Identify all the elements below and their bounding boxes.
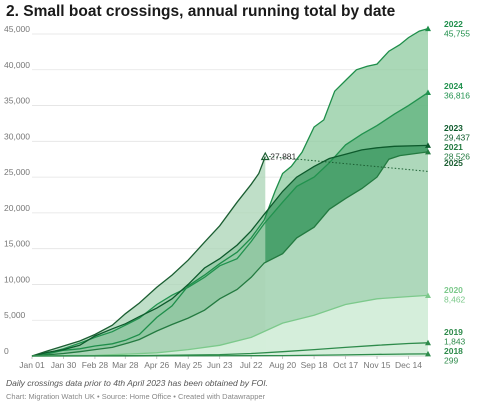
end-marker-2022	[425, 25, 431, 32]
x-tick-label: Aug 20	[269, 360, 296, 370]
y-tick-label: 45,000	[4, 24, 30, 34]
x-tick-label: Jan 30	[51, 360, 77, 370]
x-tick-label: Mar 28	[112, 360, 139, 370]
series-value-2022: 45,755	[444, 29, 470, 39]
y-tick-label: 25,000	[4, 167, 30, 177]
marker-2025	[260, 151, 270, 161]
series-lines	[31, 27, 429, 357]
y-tick-label: 10,000	[4, 274, 30, 284]
source-credit: Chart: Migration Watch UK • Source: Home…	[6, 392, 266, 401]
axis-labels: 0 5,000 10,000 15,000 20,000 25,000 30,000 35,0…	[4, 24, 422, 370]
line-2020	[31, 294, 429, 357]
series-name-2021: 2021	[444, 142, 463, 152]
line-2021	[31, 151, 429, 357]
y-tick-label: 20,000	[4, 203, 30, 213]
series-name-2022: 2022	[444, 19, 463, 29]
x-tick-label: Jul 22	[240, 360, 263, 370]
x-tick-label: Oct 17	[333, 360, 358, 370]
x-tick-label: Jun 23	[207, 360, 233, 370]
y-tick-label: 15,000	[4, 239, 30, 249]
y-tick-label: 5,000	[4, 310, 26, 320]
x-tick-label: Nov 15	[364, 360, 391, 370]
series-name-2019: 2019	[444, 327, 463, 337]
y-tick-label: 0	[4, 346, 9, 356]
series-areas	[32, 28, 428, 356]
x-tick-label: Feb 28	[82, 360, 109, 370]
series-name-2024: 2024	[444, 81, 463, 91]
series-name-2020: 2020	[444, 285, 463, 295]
series-value-2018: 299	[444, 356, 458, 366]
area-2021	[32, 151, 428, 356]
area-2025	[32, 156, 266, 356]
x-tick-label: May 25	[174, 360, 202, 370]
line-2018	[31, 353, 429, 357]
y-tick-label: 35,000	[4, 96, 30, 106]
line-2025	[31, 156, 266, 357]
series-value-2019: 1,843	[444, 337, 466, 347]
end-marker-2020	[425, 292, 431, 298]
line-2022	[31, 27, 429, 357]
x-tick-label: Sep 18	[301, 360, 328, 370]
series-name-2023: 2023	[444, 123, 463, 133]
series-value-2020: 8,462	[444, 295, 466, 305]
y-tick-label: 30,000	[4, 131, 30, 141]
series-value-2024: 36,816	[444, 91, 470, 101]
x-tick-label: Jan 01	[19, 360, 45, 370]
line-2024	[31, 92, 429, 357]
x-tick-label: Apr 26	[144, 360, 169, 370]
end-marker-2019	[425, 339, 431, 346]
series-value-2023: 29,437	[444, 133, 470, 143]
end-marker-2023	[425, 142, 431, 148]
y-tick-label: 40,000	[4, 60, 30, 70]
annotation-value: 27,881	[270, 151, 296, 161]
series-name-2018: 2018	[444, 346, 463, 356]
end-marker-2021	[425, 148, 431, 155]
end-marker-2024	[425, 89, 431, 96]
chart-title: 2. Small boat crossings, annual running …	[6, 3, 396, 20]
footnote: Daily crossings data prior to 4th April …	[6, 378, 268, 388]
end-marker-2018	[425, 350, 431, 357]
x-tick-label: Dec 14	[395, 360, 422, 370]
series-name-2025: 2025	[444, 158, 463, 168]
line-2023	[31, 144, 429, 357]
series-value-2021: 28,526	[444, 152, 470, 162]
